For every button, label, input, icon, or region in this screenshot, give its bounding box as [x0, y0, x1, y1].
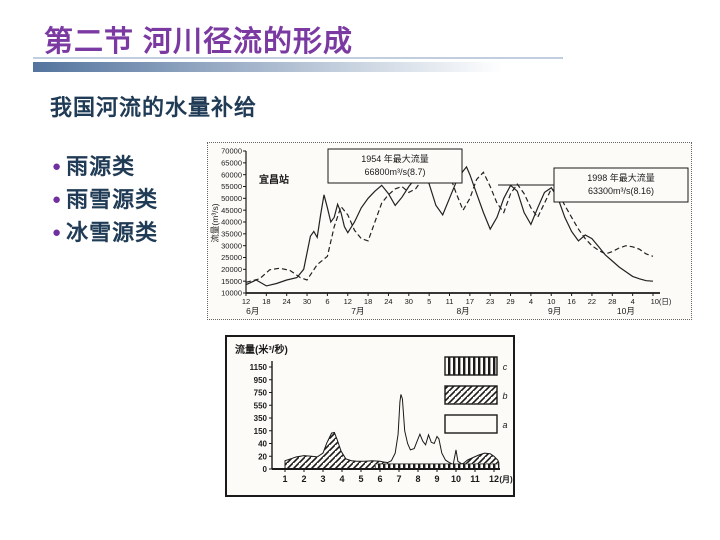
svg-text:60000: 60000: [221, 170, 242, 179]
svg-text:1: 1: [282, 474, 287, 484]
svg-text:40: 40: [258, 440, 267, 449]
slide-subtitle: 我国河流的水量补给: [50, 95, 258, 120]
accent-thin-line: [33, 57, 563, 59]
svg-text:23: 23: [486, 297, 494, 306]
svg-text:16: 16: [567, 297, 575, 306]
svg-text:12: 12: [489, 474, 499, 484]
svg-text:15000: 15000: [221, 277, 242, 286]
svg-text:4: 4: [529, 297, 533, 306]
bullet-label: 雨源类: [66, 154, 136, 179]
svg-text:28: 28: [608, 297, 616, 306]
svg-text:30: 30: [405, 297, 413, 306]
svg-text:11: 11: [470, 474, 480, 484]
svg-text:流量(m³/s): 流量(m³/s): [210, 203, 220, 242]
svg-text:24: 24: [283, 297, 291, 306]
svg-text:6: 6: [325, 297, 329, 306]
svg-text:40000: 40000: [221, 218, 242, 227]
svg-text:3: 3: [320, 474, 325, 484]
accent-gradient-bar: [33, 62, 503, 72]
svg-text:9月: 9月: [548, 306, 561, 316]
list-item: ● 雨雪源类: [52, 183, 158, 216]
svg-text:45000: 45000: [221, 206, 242, 215]
svg-text:17: 17: [466, 297, 474, 306]
svg-text:66800m³/s(8.7): 66800m³/s(8.7): [364, 167, 425, 177]
svg-text:9: 9: [434, 474, 439, 484]
svg-text:950: 950: [254, 376, 268, 385]
svg-text:65000: 65000: [221, 158, 242, 167]
svg-text:0: 0: [263, 465, 268, 474]
bullet-dot-icon: ●: [52, 191, 63, 208]
hydrograph-chart: 70000 65000 60000 55000 50000 45000 40000 35000…: [207, 142, 692, 320]
svg-text:10(日): 10(日): [651, 297, 672, 306]
svg-text:5: 5: [427, 297, 431, 306]
svg-text:25000: 25000: [221, 253, 242, 262]
svg-text:11: 11: [446, 297, 454, 306]
svg-text:6: 6: [377, 474, 382, 484]
svg-text:50000: 50000: [221, 194, 242, 203]
bullet-dot-icon: ●: [52, 158, 63, 175]
svg-text:1150: 1150: [250, 363, 268, 372]
svg-text:1954 年最大流量: 1954 年最大流量: [361, 153, 429, 164]
svg-text:150: 150: [254, 427, 268, 436]
slide-title: 第二节 河川径流的形成: [44, 26, 354, 58]
svg-text:2: 2: [301, 474, 306, 484]
svg-text:4: 4: [631, 297, 635, 306]
svg-text:b: b: [502, 391, 507, 401]
svg-text:350: 350: [254, 414, 268, 423]
svg-text:(月): (月): [499, 475, 513, 484]
svg-text:10月: 10月: [617, 306, 635, 316]
svg-text:70000: 70000: [221, 147, 242, 156]
svg-text:29: 29: [506, 297, 514, 306]
svg-text:750: 750: [254, 389, 268, 398]
svg-text:55000: 55000: [221, 182, 242, 191]
bullet-list: ● 雨源类 ● 雨雪源类 ● 冰雪源类: [52, 150, 158, 249]
svg-text:18: 18: [364, 297, 372, 306]
bullet-dot-icon: ●: [52, 224, 63, 241]
svg-text:35000: 35000: [221, 229, 242, 238]
svg-text:10: 10: [547, 297, 555, 306]
svg-text:63300m³/s(8.16): 63300m³/s(8.16): [588, 186, 654, 196]
hydrograph-svg: 70000 65000 60000 55000 50000 45000 40000 35000…: [210, 147, 689, 316]
svg-text:30: 30: [303, 297, 311, 306]
svg-text:24: 24: [384, 297, 392, 306]
svg-text:20000: 20000: [221, 265, 242, 274]
svg-text:8: 8: [415, 474, 420, 484]
svg-text:6月: 6月: [246, 306, 259, 316]
list-item: ● 雨源类: [52, 150, 158, 183]
bullet-label: 冰雪源类: [66, 220, 159, 245]
svg-text:12: 12: [242, 297, 250, 306]
svg-text:10000: 10000: [221, 289, 242, 298]
svg-text:8月: 8月: [456, 306, 469, 316]
svg-text:7月: 7月: [351, 306, 364, 316]
svg-text:10: 10: [451, 474, 461, 484]
svg-text:流量(米³/秒): 流量(米³/秒): [235, 343, 288, 356]
svg-text:1998 年最大流量: 1998 年最大流量: [587, 172, 655, 183]
svg-text:7: 7: [396, 474, 401, 484]
supply-type-chart: 0 20 40 150 350 550 750 950 1150 1 2 3 4 5 6 7 8 9 10 11 12(…: [225, 335, 515, 497]
svg-text:18: 18: [262, 297, 270, 306]
svg-text:c: c: [503, 362, 508, 372]
svg-text:20: 20: [258, 452, 267, 461]
svg-text:5: 5: [358, 474, 363, 484]
svg-text:12: 12: [344, 297, 352, 306]
svg-text:宜昌站: 宜昌站: [259, 173, 289, 186]
svg-text:4: 4: [339, 474, 344, 484]
svg-text:550: 550: [254, 401, 268, 410]
list-item: ● 冰雪源类: [52, 216, 158, 249]
bullet-label: 雨雪源类: [66, 187, 159, 212]
svg-text:30000: 30000: [221, 241, 242, 250]
svg-text:22: 22: [588, 297, 596, 306]
svg-text:a: a: [502, 420, 507, 430]
